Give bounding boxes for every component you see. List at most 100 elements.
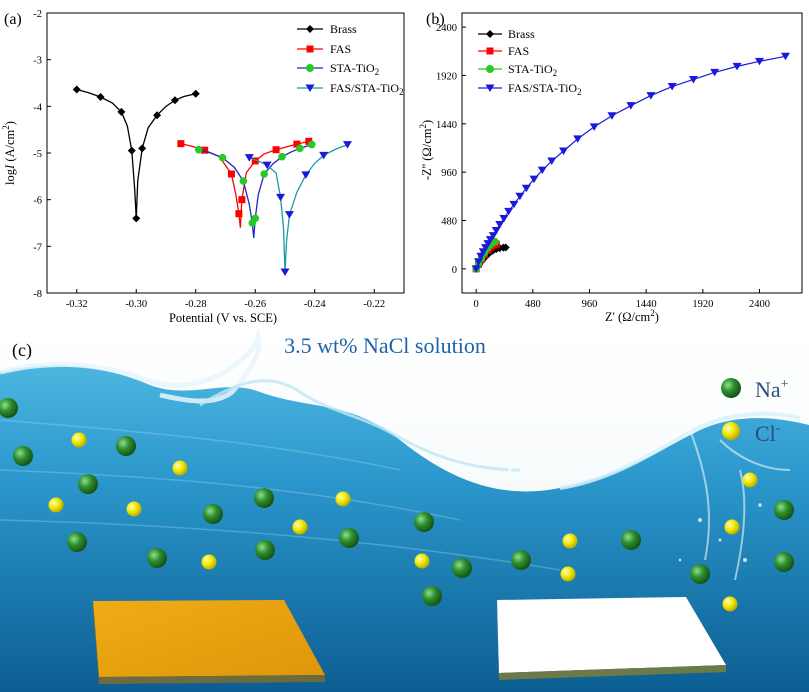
cl-ion bbox=[414, 553, 430, 569]
legend-item-fas: FAS bbox=[478, 44, 529, 58]
data-point-fassta bbox=[280, 268, 290, 276]
y-tick-label: -5 bbox=[33, 149, 42, 160]
x-tick-label: -0.22 bbox=[363, 299, 385, 310]
data-point-fassta bbox=[474, 258, 484, 266]
svg-text:Brass: Brass bbox=[330, 22, 357, 36]
panel-c: (c) 3.5 wt% NaCl solution Na+ Cl- bbox=[0, 327, 809, 692]
data-point-fassta bbox=[319, 151, 329, 160]
panel-a: (a) -0.32 -0.30 -0.28 -0.26 -0.24 -0.22 -2 -3 -4… bbox=[1, 9, 405, 325]
ripple-lines bbox=[0, 419, 561, 571]
cl-ion bbox=[172, 460, 188, 476]
brass-plate bbox=[93, 600, 325, 684]
cl-ion bbox=[722, 596, 738, 612]
data-point-fassta bbox=[521, 184, 531, 193]
data-point-fassta bbox=[515, 192, 525, 201]
data-point-fas bbox=[227, 170, 235, 178]
cl-label: Cl- bbox=[755, 421, 781, 446]
triangle-marker bbox=[485, 84, 495, 92]
data-point-fassta bbox=[607, 112, 617, 120]
data-point-brass bbox=[117, 107, 126, 116]
y-tick-label: -2 bbox=[33, 9, 42, 20]
data-point-fassta bbox=[537, 166, 547, 175]
data-point-fassta bbox=[471, 265, 481, 273]
data-point-sta bbox=[194, 145, 203, 154]
data-point-fassta bbox=[276, 193, 286, 202]
svg-text:Brass: Brass bbox=[508, 27, 535, 41]
legend-a: Brass FAS STA-TiO2 FAS/STA-TiO2 bbox=[297, 22, 404, 97]
cl-ion bbox=[724, 519, 740, 535]
na-ion bbox=[414, 512, 434, 532]
axes-a: -0.32 -0.30 -0.28 -0.26 -0.24 -0.22 -2 -3 -4 -5 -6… bbox=[33, 9, 385, 310]
y-tick-label: 1440 bbox=[436, 120, 457, 131]
x-tick-label: 2400 bbox=[749, 299, 770, 310]
ion-legend: Na+ Cl- bbox=[721, 377, 789, 446]
data-point-fassta bbox=[244, 154, 254, 162]
series-b bbox=[471, 52, 790, 273]
svg-text:FAS: FAS bbox=[508, 44, 529, 58]
data-point-sta bbox=[218, 153, 227, 162]
wave-highlight bbox=[199, 379, 521, 472]
na-ion bbox=[774, 552, 794, 572]
na-ion bbox=[254, 488, 274, 508]
na-ion bbox=[422, 586, 442, 606]
square-marker bbox=[306, 45, 314, 53]
data-point-fassta bbox=[755, 57, 764, 66]
na-ion bbox=[147, 548, 167, 568]
data-point-sta bbox=[239, 177, 248, 185]
legend-item-fassta: FAS/STA-TiO2 bbox=[297, 81, 404, 97]
y-tick-label: -7 bbox=[33, 242, 42, 253]
data-point-fassta bbox=[688, 75, 698, 84]
legend-b: Brass FAS STA-TiO2 FAS/STA-TiO2 bbox=[478, 27, 582, 97]
data-point-fassta bbox=[780, 52, 790, 61]
x-tick-label: -0.24 bbox=[304, 299, 327, 310]
na-ion bbox=[339, 528, 359, 548]
y-tick-label: 480 bbox=[441, 216, 457, 227]
series-line-sta bbox=[198, 143, 312, 238]
x-tick-label: -0.28 bbox=[185, 299, 207, 310]
legend-item-sta: STA-TiO2 bbox=[297, 61, 379, 77]
cl-ion bbox=[335, 491, 351, 507]
svg-text:FAS: FAS bbox=[330, 42, 351, 56]
na-ion bbox=[690, 564, 710, 584]
data-point-fassta bbox=[710, 68, 720, 77]
data-point-fassta bbox=[667, 83, 677, 91]
y-tick-label: -4 bbox=[33, 102, 42, 113]
data-point-fassta bbox=[732, 62, 742, 71]
data-point-fassta bbox=[301, 171, 311, 179]
data-point-fassta bbox=[284, 211, 294, 219]
data-point-sta bbox=[307, 140, 316, 149]
wave-crest bbox=[0, 328, 262, 404]
panel-label-a: (a) bbox=[4, 11, 22, 28]
solution-title: 3.5 wt% NaCl solution bbox=[284, 333, 486, 358]
data-point-fas bbox=[238, 196, 246, 204]
na-ion-icon bbox=[721, 378, 741, 398]
plot-frame-b bbox=[461, 12, 803, 294]
na-ion bbox=[203, 504, 223, 524]
na-ion bbox=[511, 550, 531, 570]
data-point-sta bbox=[491, 237, 499, 246]
y-tick-label: -3 bbox=[33, 56, 42, 67]
panel-label-c: (c) bbox=[12, 340, 32, 361]
legend-item-brass: Brass bbox=[478, 27, 535, 41]
panel-label-b: (b) bbox=[426, 11, 445, 28]
na-ion bbox=[78, 474, 98, 494]
coated-plate bbox=[497, 597, 726, 680]
data-point-brass bbox=[153, 111, 162, 120]
data-point-fas bbox=[235, 210, 243, 218]
y-axis-label-a: logI (A/cm2) bbox=[1, 121, 17, 185]
na-ion bbox=[774, 500, 794, 520]
data-point-fassta bbox=[547, 157, 557, 166]
cl-ion-icon bbox=[722, 422, 740, 440]
y-tick-label: 2400 bbox=[436, 23, 457, 34]
cl-ion bbox=[201, 554, 217, 570]
cl-ion bbox=[292, 519, 308, 535]
cl-ion bbox=[126, 501, 142, 517]
na-ion bbox=[452, 558, 472, 578]
data-point-fas bbox=[272, 146, 280, 154]
droplets bbox=[148, 344, 762, 562]
data-point-sta bbox=[260, 170, 268, 178]
svg-text:STA-TiO2: STA-TiO2 bbox=[330, 61, 379, 77]
data-point-sta bbox=[296, 144, 304, 153]
series-line-fassta bbox=[249, 143, 348, 273]
